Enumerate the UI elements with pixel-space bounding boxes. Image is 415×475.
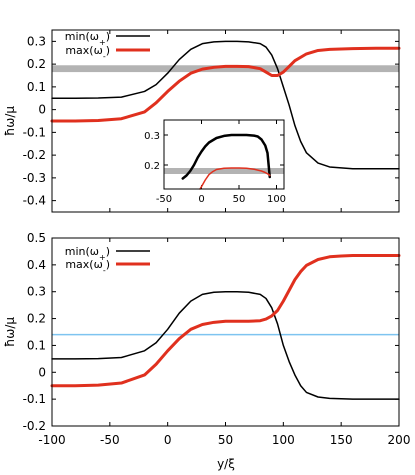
inset-x-tick-label: 50	[233, 194, 246, 205]
bottom-x-tick-label: 50	[218, 433, 233, 447]
bottom-series	[50, 253, 401, 400]
inset-gap-band-rect	[164, 168, 284, 174]
x-axis-label: y/ξ	[217, 457, 235, 471]
inset-frame	[163, 119, 285, 190]
bottom-x-tick-label: 200	[388, 433, 411, 447]
top-y-tick-label: 0	[38, 103, 46, 117]
top-legend-label-max: max(ω-)	[65, 44, 110, 61]
top-panel: -0.4 -0.3 -0.2 -0.1 0 0.1 0.2 0.3 ħω/μ min(ω+) …	[3, 29, 401, 213]
bottom-panel: -0.2 -0.1 0 0.1 0.2 0.3 0.4 0.5 -100 -50 0 50 100 150…	[3, 231, 410, 471]
bottom-y-tick-label: 0.1	[27, 338, 46, 352]
bottom-y-tick-label: -0.1	[23, 392, 46, 406]
inset-series-line-min-omega-plus	[181, 133, 271, 180]
inset-x-tick-label: -50	[156, 194, 172, 205]
top-y-tick-label: 0.2	[27, 57, 46, 71]
top-y-tick-label: 0.1	[27, 80, 46, 94]
top-gap-band-rect	[52, 65, 399, 73]
top-series-line-min-omega-plus	[51, 40, 400, 170]
bottom-y-tick-label: -0.2	[23, 419, 46, 433]
top-series	[50, 40, 401, 170]
bottom-y-tick-label: 0.4	[27, 258, 46, 272]
bottom-x-tick-label: -100	[38, 433, 65, 447]
top-series-line-max-omega-minus	[50, 46, 401, 123]
inset-y-tick-label: 0.2	[144, 161, 160, 172]
inset-y-tick-label: 0.3	[144, 131, 160, 142]
bottom-y-tick-label: 0.5	[27, 231, 46, 245]
bottom-plot-frame	[51, 237, 400, 427]
top-axis-ticks: -0.4 -0.3 -0.2 -0.1 0 0.1 0.2 0.3	[23, 30, 400, 212]
top-legend-label-min: min(ω+)	[65, 30, 110, 47]
inset-x-tick-label: 100	[267, 194, 286, 205]
top-legend: min(ω+) max(ω-)	[65, 30, 150, 61]
top-y-tick-label: -0.1	[23, 125, 46, 139]
bottom-x-tick-label: 0	[164, 433, 172, 447]
bottom-series-line-max-omega-minus	[50, 253, 401, 388]
bottom-x-tick-label: 100	[272, 433, 295, 447]
bottom-y-axis-label: ħω/μ	[3, 317, 17, 347]
inset-series-line-max-omega-minus	[199, 167, 271, 190]
bottom-y-tick-label: 0	[38, 365, 46, 379]
bottom-legend-label-min: min(ω+)	[65, 245, 110, 262]
bottom-legend: min(ω+) max(ω-)	[65, 245, 150, 275]
top-y-axis-label: ħω/μ	[3, 106, 17, 136]
top-plot-frame	[51, 29, 400, 213]
top-y-tick-label: -0.4	[23, 194, 46, 208]
bottom-legend-label-max: max(ω-)	[65, 258, 110, 275]
inset-background	[145, 116, 288, 192]
inset-plot: 0.2 0.3 -50 0 50 100	[144, 116, 288, 205]
top-y-tick-label: -0.3	[23, 171, 46, 185]
inset-series	[181, 133, 271, 190]
bottom-x-tick-label: 150	[330, 433, 353, 447]
top-y-tick-label: -0.2	[23, 148, 46, 162]
inset-gap-band	[164, 168, 284, 174]
bottom-series-line-min-omega-plus	[51, 290, 400, 400]
bottom-y-tick-label: 0.2	[27, 312, 46, 326]
top-y-tick-label: 0.3	[27, 34, 46, 48]
inset-x-tick-label: 0	[198, 194, 204, 205]
bottom-y-tick-label: 0.3	[27, 285, 46, 299]
bottom-x-tick-label: -50	[100, 433, 120, 447]
top-gap-band	[52, 65, 399, 73]
